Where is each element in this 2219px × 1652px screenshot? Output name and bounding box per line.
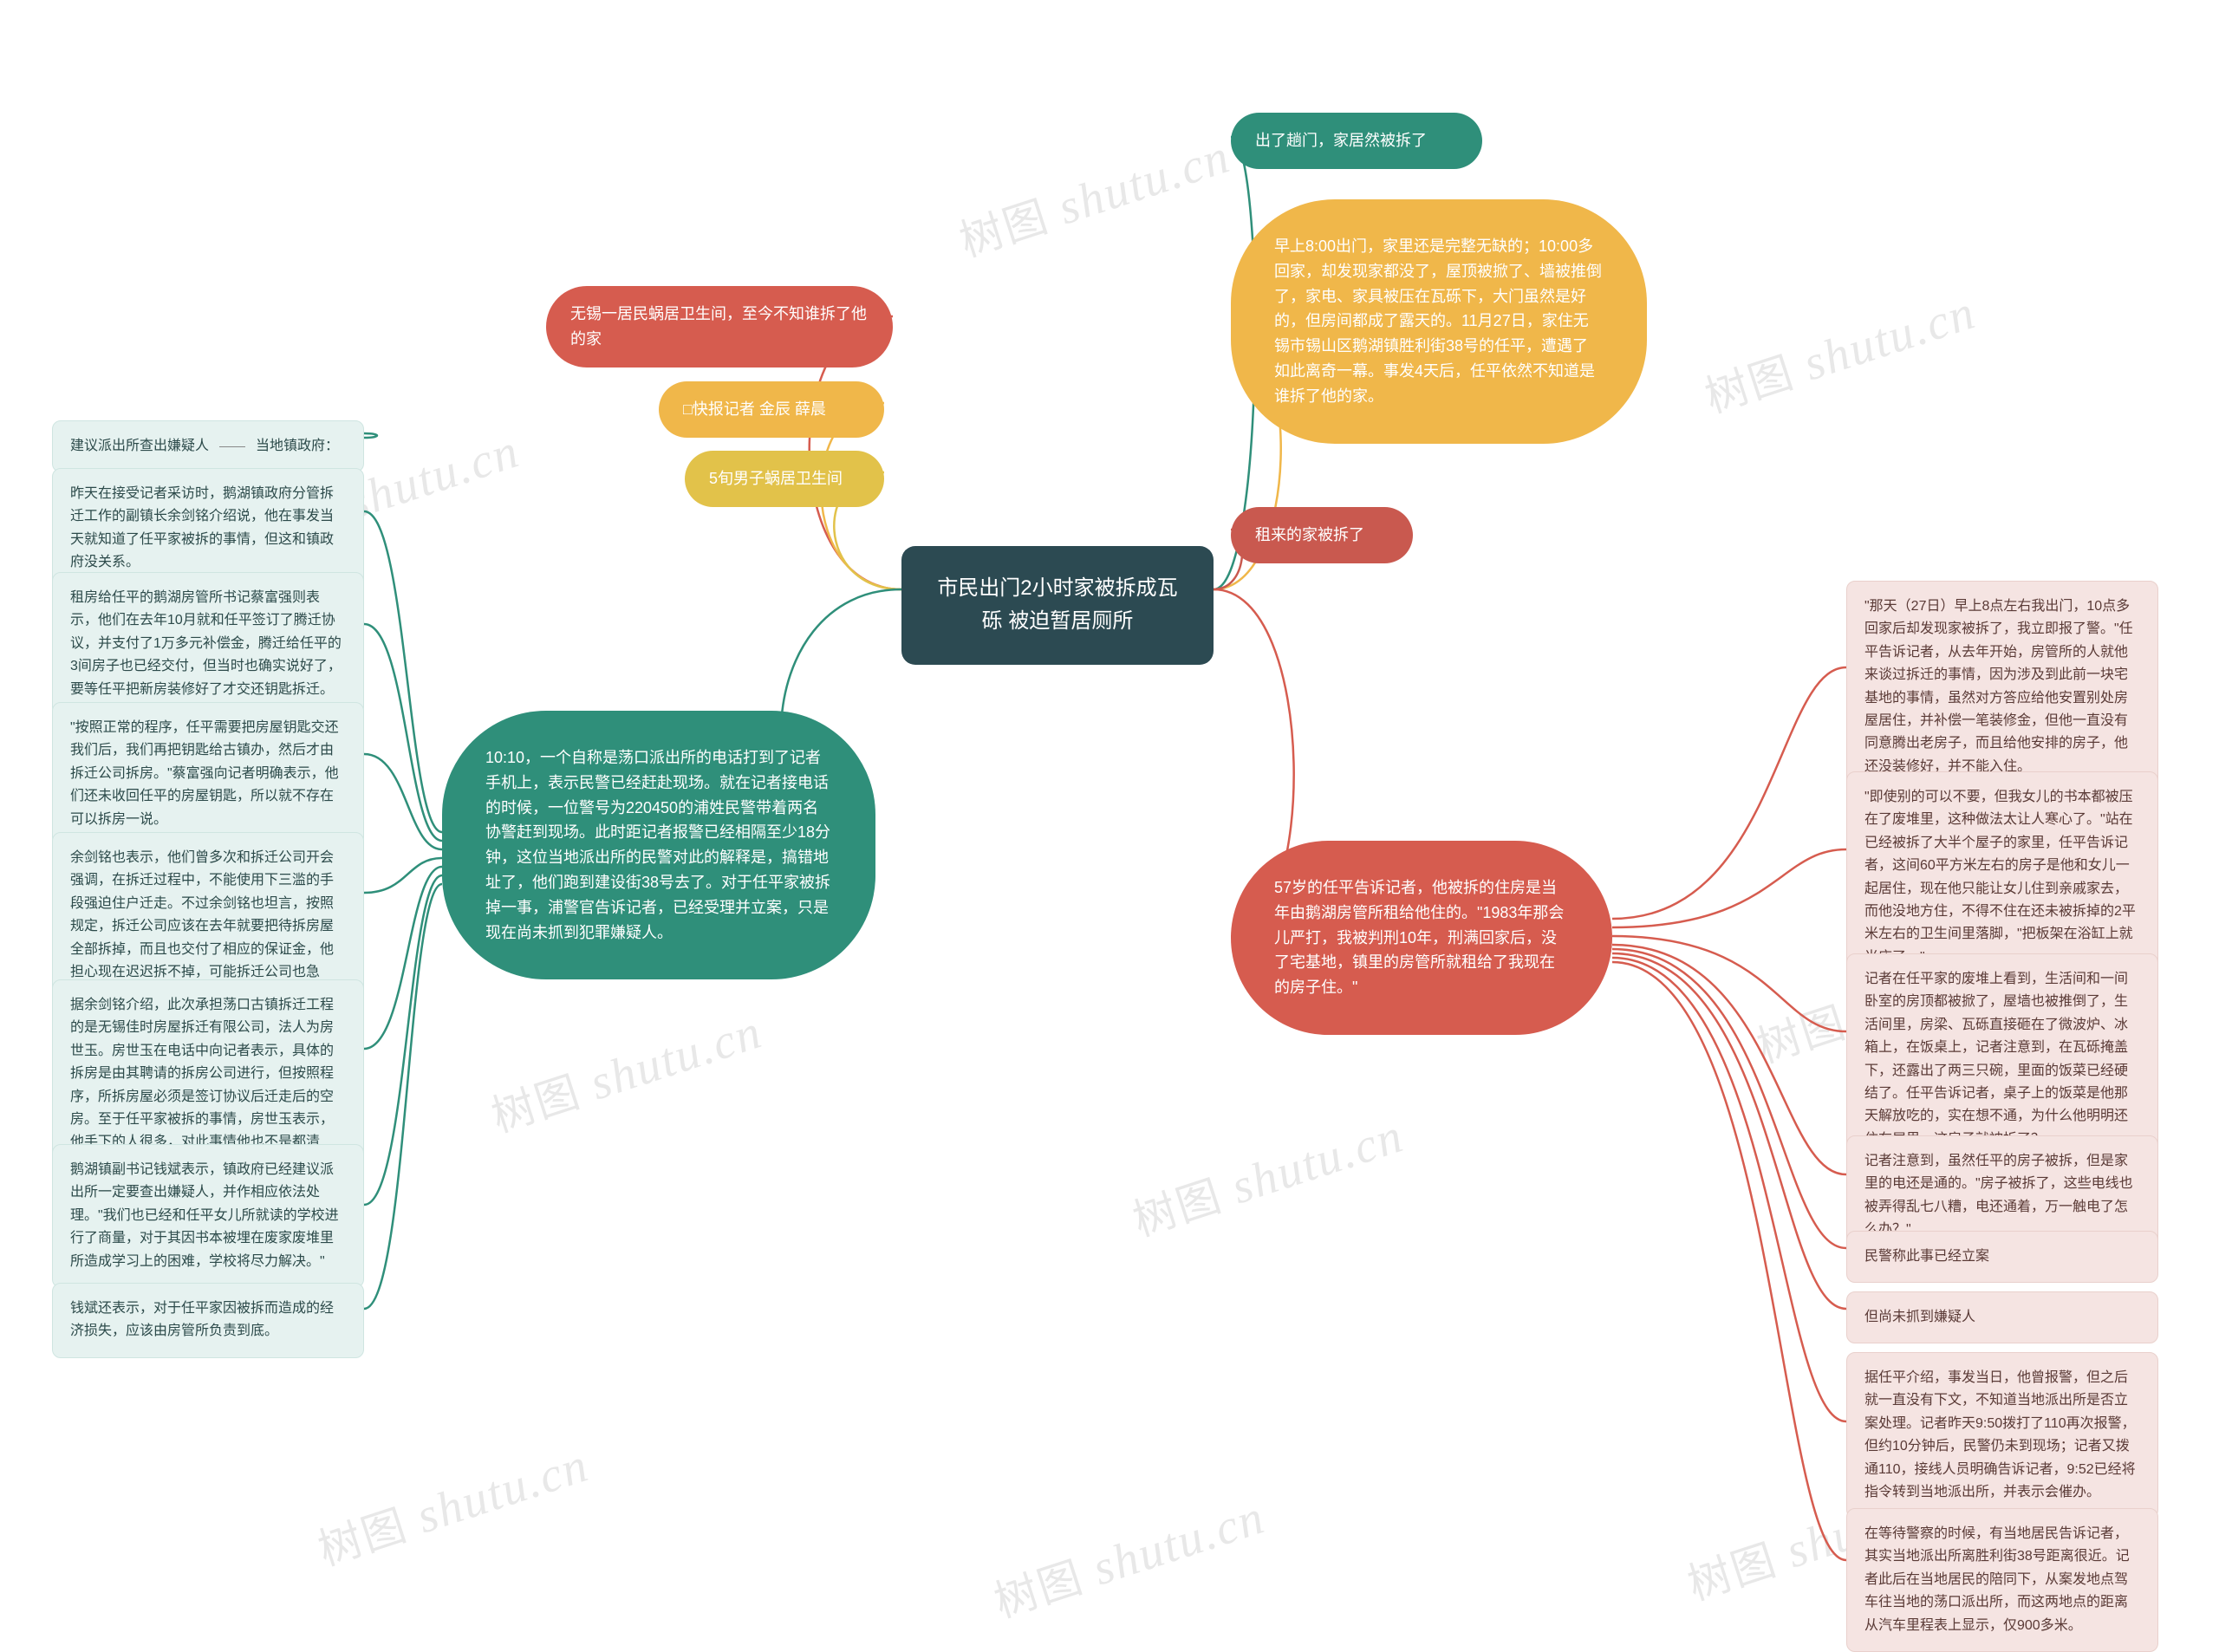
leaf-teal-1: 租房给任平的鹅湖房管所书记蔡富强则表示，他们在去年10月就和任平签订了腾迁协议，… <box>52 572 364 716</box>
node-red-renter: 57岁的任平告诉记者，他被拆的住房是当年由鹅湖房管所租给他住的。"1983年那会… <box>1231 841 1612 1035</box>
watermark: 树图 shutu.cn <box>951 123 1238 270</box>
leaf-gov-header: 建议派出所查出嫌疑人 当地镇政府： <box>52 420 364 472</box>
node-left-1: 无锡一居民蜗居卫生间，至今不知谁拆了他的家 <box>546 286 893 367</box>
center-node: 市民出门2小时家被拆成瓦砾 被迫暂居厕所 <box>901 546 1214 665</box>
node-right-1: 出了趟门，家居然被拆了 <box>1231 113 1482 169</box>
node-right-rent: 租来的家被拆了 <box>1231 507 1413 563</box>
watermark: 树图 shutu.cn <box>1696 279 1983 426</box>
node-teal-police: 10:10，一个自称是荡口派出所的电话打到了记者手机上，表示民警已经赶赴现场。就… <box>442 711 875 979</box>
gov-header-right: 当地镇政府： <box>256 435 339 458</box>
leaf-pink-5: 但尚未抓到嫌疑人 <box>1846 1291 2158 1343</box>
leaf-pink-4: 民警称此事已经立案 <box>1846 1231 2158 1283</box>
divider-icon <box>219 446 245 447</box>
watermark: 树图 shutu.cn <box>309 1432 596 1578</box>
watermark: 树图 shutu.cn <box>986 1484 1272 1630</box>
node-left-2: □快报记者 金辰 薛晨 <box>659 381 884 438</box>
node-left-3: 5旬男子蜗居卫生间 <box>685 451 884 507</box>
leaf-teal-6: 钱斌还表示，对于任平家因被拆而造成的经济损失，应该由房管所负责到底。 <box>52 1283 364 1358</box>
leaf-pink-1: "即使别的可以不要，但我女儿的书本都被压在了废堆里，这种做法太让人寒心了。"站在… <box>1846 771 2158 984</box>
leaf-pink-6: 据任平介绍，事发当日，他曾报警，但之后就一直没有下文，不知道当地派出所是否立案处… <box>1846 1352 2158 1519</box>
leaf-pink-7: 在等待警察的时候，有当地居民告诉记者，其实当地派出所离胜利街38号距离很近。记者… <box>1846 1508 2158 1652</box>
gov-header-left: 建议派出所查出嫌疑人 <box>70 435 209 458</box>
watermark: 树图 shutu.cn <box>483 998 770 1145</box>
leaf-teal-2: "按照正常的程序，任平需要把房屋钥匙交还我们后，我们再把钥匙给古镇办，然后才由拆… <box>52 702 364 846</box>
leaf-pink-0: "那天（27日）早上8点左右我出门，10点多回家后却发现家被拆了，我立即报了警。… <box>1846 581 2158 793</box>
node-yellow-detail: 早上8:00出门，家里还是完整无缺的；10:00多回家，却发现家都没了，屋顶被掀… <box>1231 199 1647 444</box>
leaf-pink-2: 记者在任平家的废堆上看到，生活间和一间卧室的房顶都被掀了，屋墙也被推倒了，生活间… <box>1846 953 2158 1166</box>
watermark: 树图 shutu.cn <box>1124 1102 1411 1249</box>
leaf-teal-0: 昨天在接受记者采访时，鹅湖镇政府分管拆迁工作的副镇长余剑铭介绍说，他在事发当天就… <box>52 468 364 589</box>
leaf-teal-5: 鹅湖镇副书记钱斌表示，镇政府已经建议派出所一定要查出嫌疑人，并作相应依法处理。"… <box>52 1144 364 1288</box>
